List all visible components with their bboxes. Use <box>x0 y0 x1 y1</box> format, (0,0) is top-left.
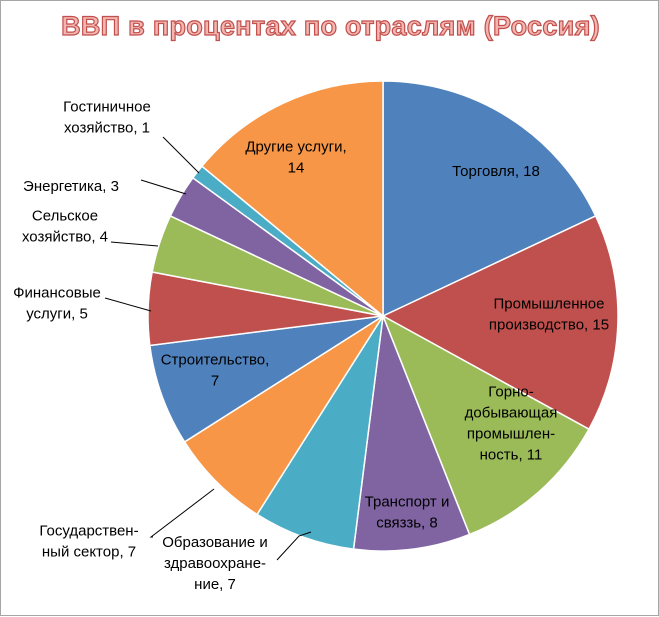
slice-data-label: Другие услуги, 14 <box>245 139 346 177</box>
leader-line <box>149 488 215 538</box>
slice-data-label: Государствен-ный сектор, 7 <box>39 523 138 561</box>
slice-data-label: Сельское хозяйство, 4 <box>22 208 108 246</box>
slice-data-label-line: ние, 7 <box>194 576 236 593</box>
slice-data-label-line: Гостиничное <box>63 99 151 116</box>
pie-slice <box>200 80 384 318</box>
pie-slice <box>381 214 619 431</box>
slice-data-label: Транспорт и связзь, 8 <box>365 494 450 532</box>
slice-data-label: Горно-добывающая промышлен-ность, 11 <box>465 384 558 464</box>
slice-data-label: Энергетика, 3 <box>23 178 119 195</box>
leader-line <box>162 136 200 174</box>
slice-data-label-line: промышлен- <box>467 426 555 443</box>
slice-data-label-line: услуги, 5 <box>26 306 88 323</box>
slice-data-label-line: Промышленное <box>494 296 605 313</box>
leader-line <box>140 179 187 195</box>
slice-data-label-line: Образование и <box>162 534 268 551</box>
slice-data-label-line: здравоохране- <box>164 555 266 572</box>
slice-data-label-line: Сельское <box>32 208 98 225</box>
leader-line <box>110 241 159 247</box>
slice-data-label-line: Транспорт и <box>365 494 450 511</box>
slice-data-label: Промышленное производство, 15 <box>489 296 609 334</box>
slice-data-label-line: ный сектор, 7 <box>42 544 136 561</box>
pie-slice <box>183 315 384 516</box>
slice-data-label-line: Торговля, 18 <box>452 163 540 180</box>
pie-slice <box>352 315 471 552</box>
slice-data-label-line: добывающая <box>465 405 558 422</box>
pie-slice <box>382 80 597 318</box>
slice-data-label-line: 14 <box>288 160 305 177</box>
slice-data-label-line: Строительство, <box>161 352 270 369</box>
slice-data-label-line: Горно- <box>488 384 533 401</box>
slice-data-label: Торговля, 18 <box>452 163 540 180</box>
slice-data-label-line: Энергетика, 3 <box>23 178 119 195</box>
slice-data-label: Гостиничное хозяйство, 1 <box>63 99 151 137</box>
chart-title: ВВП в процентах по отраслям (Россия) <box>60 10 600 41</box>
slice-data-label-line: производство, 15 <box>489 317 609 334</box>
slice-data-label: Финансовые услуги, 5 <box>13 285 101 323</box>
slice-data-label-line: Государствен- <box>39 523 138 540</box>
pie-slice <box>149 315 384 443</box>
slice-data-label-line: Другие услуги, <box>245 139 346 156</box>
pie-slice <box>381 314 590 536</box>
pie-slice <box>256 315 384 550</box>
slice-data-label-line: 7 <box>211 373 219 390</box>
slice-data-label-line: Финансовые <box>13 285 101 302</box>
slice-data-label-line: хозяйство, 4 <box>22 229 108 246</box>
leader-line <box>104 297 152 312</box>
slice-data-label: Образование и здравоохране-ние, 7 <box>162 534 268 593</box>
slice-data-label-line: связзь, 8 <box>376 515 438 532</box>
leader-line <box>276 531 312 561</box>
slice-data-label-line: ность, 11 <box>480 447 543 464</box>
slice-data-label-line: хозяйство, 1 <box>64 120 150 137</box>
slice-data-label: Строительство, 7 <box>161 352 270 390</box>
